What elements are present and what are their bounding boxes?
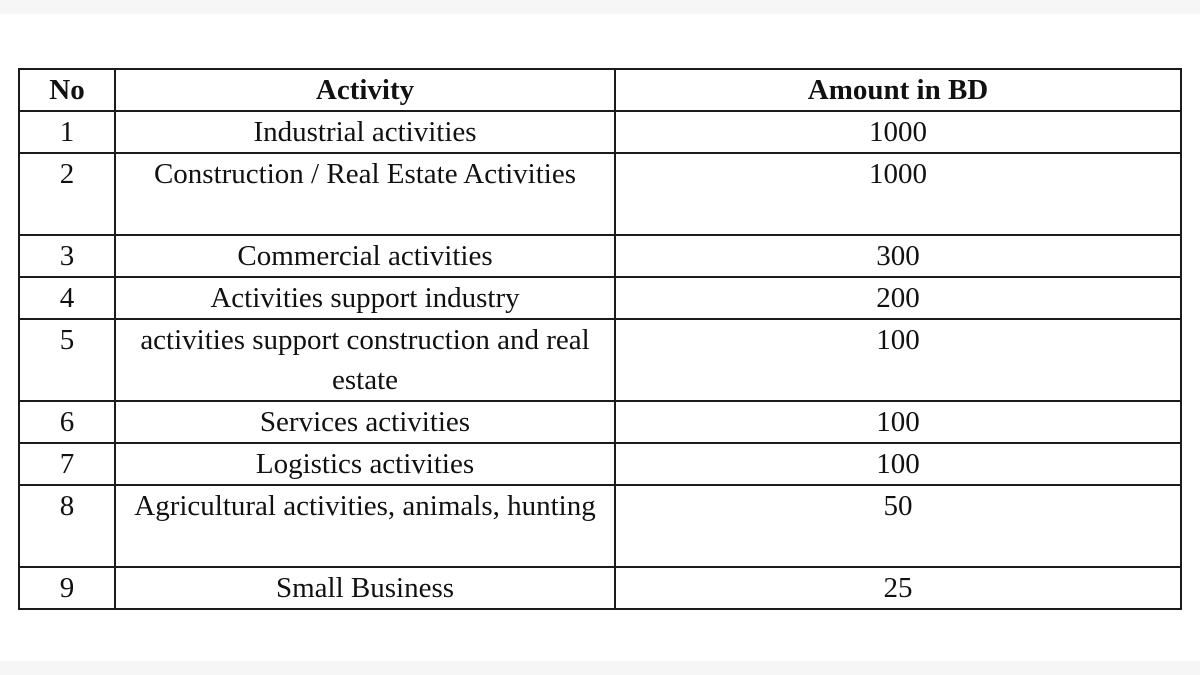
cell-amount: 50 — [614, 484, 1182, 568]
cell-activity: Commercial activities — [114, 234, 616, 278]
table-row: 7 Logistics activities 100 — [18, 442, 1182, 486]
cell-activity: Small Business — [114, 566, 616, 610]
cell-activity: Activities support industry — [114, 276, 616, 320]
cell-amount: 300 — [614, 234, 1182, 278]
table-row: 4 Activities support industry 200 — [18, 276, 1182, 320]
cell-amount: 25 — [614, 566, 1182, 610]
table-row: 2 Construction / Real Estate Activities … — [18, 152, 1182, 236]
cell-activity: Logistics activities — [114, 442, 616, 486]
cell-activity: activities support construction and real… — [114, 318, 616, 402]
cell-no: 4 — [18, 276, 116, 320]
table-row: 1 Industrial activities 1000 — [18, 110, 1182, 154]
table-row: 9 Small Business 25 — [18, 566, 1182, 610]
header-no: No — [18, 68, 116, 112]
table-row: 8 Agricultural activities, animals, hunt… — [18, 484, 1182, 568]
header-activity: Activity — [114, 68, 616, 112]
cell-no: 8 — [18, 484, 116, 568]
table-row: 3 Commercial activities 300 — [18, 234, 1182, 278]
cell-amount: 100 — [614, 400, 1182, 444]
cell-amount: 1000 — [614, 110, 1182, 154]
cell-no: 3 — [18, 234, 116, 278]
cell-activity: Services activities — [114, 400, 616, 444]
cell-activity: Industrial activities — [114, 110, 616, 154]
cell-amount: 100 — [614, 318, 1182, 402]
header-amount: Amount in BD — [614, 68, 1182, 112]
cell-amount: 1000 — [614, 152, 1182, 236]
fees-table: No Activity Amount in BD 1 Industrial ac… — [18, 68, 1182, 610]
cell-no: 5 — [18, 318, 116, 402]
cell-no: 6 — [18, 400, 116, 444]
cell-activity: Agricultural activities, animals, huntin… — [114, 484, 616, 568]
cell-no: 2 — [18, 152, 116, 236]
cell-amount: 100 — [614, 442, 1182, 486]
table-row: 6 Services activities 100 — [18, 400, 1182, 444]
cell-amount: 200 — [614, 276, 1182, 320]
cell-activity: Construction / Real Estate Activities — [114, 152, 616, 236]
table-header-row: No Activity Amount in BD — [18, 68, 1182, 112]
cell-no: 9 — [18, 566, 116, 610]
cell-no: 1 — [18, 110, 116, 154]
cell-no: 7 — [18, 442, 116, 486]
table-row: 5 activities support construction and re… — [18, 318, 1182, 402]
